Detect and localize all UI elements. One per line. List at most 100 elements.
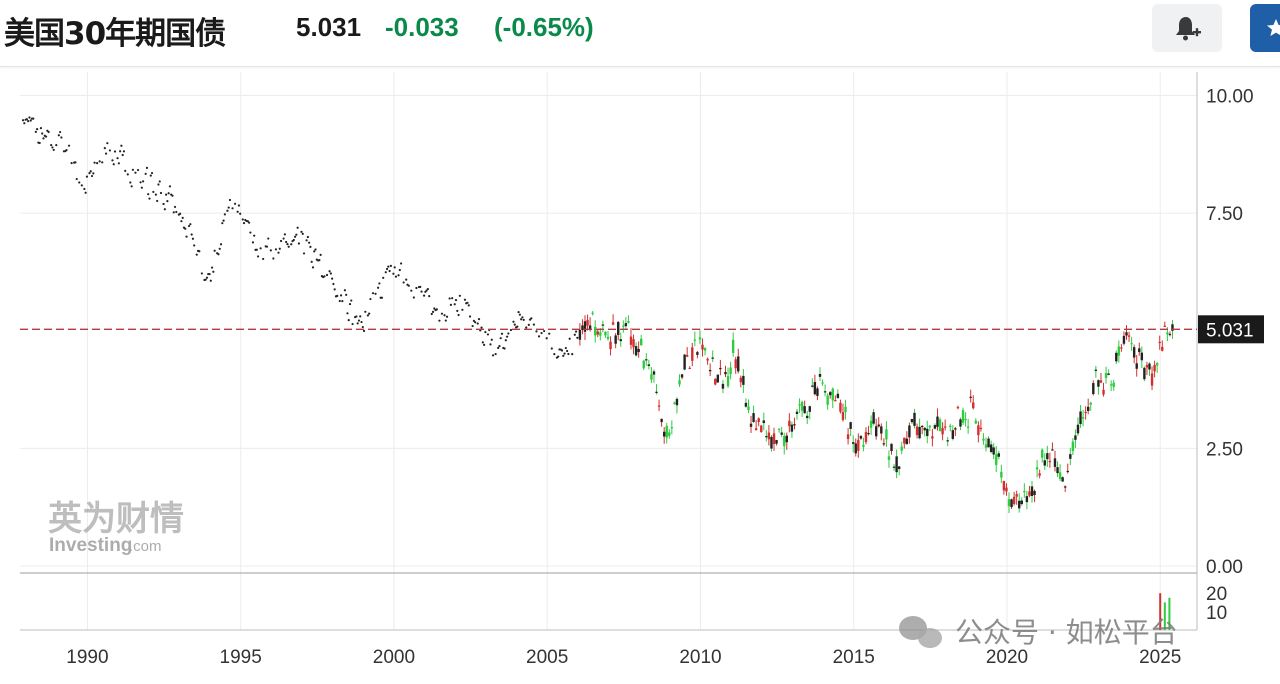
data-point <box>116 157 119 160</box>
candle-body <box>772 433 776 444</box>
data-point <box>562 354 565 357</box>
data-point <box>521 316 524 319</box>
candle-body <box>1115 352 1118 362</box>
data-point <box>67 144 71 147</box>
wechat-watermark-text: 公众号 · 如松平台 <box>955 616 1178 649</box>
data-point <box>491 354 495 357</box>
data-point <box>295 233 298 236</box>
candle-body <box>969 396 972 398</box>
candle-body <box>752 413 755 422</box>
data-point <box>318 259 321 262</box>
candle-body <box>1071 441 1075 452</box>
data-point <box>311 266 315 269</box>
data-point <box>530 317 533 320</box>
candle-body <box>678 380 681 385</box>
y-tick-label: 7.50 <box>1206 204 1243 225</box>
data-point <box>339 294 343 297</box>
data-point <box>256 255 260 258</box>
candle-body <box>949 425 952 427</box>
candle-body <box>683 354 686 370</box>
data-point <box>129 181 132 184</box>
candle-body <box>642 360 645 369</box>
candle-body <box>1086 406 1090 411</box>
candle-body <box>1010 499 1013 508</box>
data-point <box>96 162 99 165</box>
candle-body <box>1038 473 1041 476</box>
candle-body <box>859 435 863 439</box>
data-point <box>219 243 223 246</box>
candle-body <box>1043 460 1046 466</box>
data-point <box>185 235 188 238</box>
candle-body <box>1053 458 1057 467</box>
data-point <box>453 303 456 306</box>
data-point <box>213 249 216 252</box>
data-point <box>300 230 303 233</box>
data-point <box>139 181 142 184</box>
data-point <box>445 315 449 318</box>
candle-body <box>816 388 819 396</box>
add-to-watchlist-button[interactable] <box>1250 4 1280 52</box>
data-point <box>70 161 73 165</box>
candle-body <box>857 439 860 451</box>
candle-body <box>823 391 827 393</box>
candle-body <box>1104 373 1108 378</box>
candle-body <box>637 348 640 353</box>
candle-body <box>1143 367 1146 380</box>
candle-body <box>836 393 840 399</box>
candle-body <box>869 420 873 428</box>
candle-body <box>601 324 605 326</box>
data-point <box>145 166 149 169</box>
data-point <box>171 194 174 197</box>
data-point <box>80 184 83 187</box>
candle-body <box>1132 347 1136 358</box>
candle-body <box>872 412 875 424</box>
candle-body <box>839 402 842 412</box>
data-point <box>557 355 560 358</box>
data-point <box>189 223 192 226</box>
data-point <box>269 249 272 252</box>
data-point <box>272 257 275 260</box>
data-point <box>451 297 454 300</box>
data-point <box>325 273 329 277</box>
candle-body <box>1005 487 1008 492</box>
volume-bar <box>1163 602 1166 630</box>
data-point <box>152 190 155 194</box>
data-point <box>65 149 68 152</box>
candle-body <box>737 356 740 372</box>
candle-body <box>650 374 653 380</box>
data-point <box>323 275 326 278</box>
data-point <box>522 318 525 321</box>
candle-body <box>586 319 589 326</box>
data-point <box>576 336 579 339</box>
x-tick-label: 2025 <box>1139 647 1181 668</box>
data-point <box>121 153 124 157</box>
data-point <box>308 241 311 244</box>
data-point <box>44 135 48 138</box>
candle-body <box>895 456 898 473</box>
data-point <box>313 250 316 253</box>
data-point <box>302 252 306 255</box>
candle-body <box>951 430 955 439</box>
candle-body <box>923 427 926 431</box>
data-point <box>36 128 39 131</box>
data-point <box>343 289 347 292</box>
data-point <box>279 239 283 243</box>
data-point <box>290 243 293 246</box>
candle-body <box>982 438 985 441</box>
data-point <box>39 127 43 130</box>
data-point <box>419 285 422 288</box>
data-point <box>101 161 104 164</box>
y-tick-label: 0.00 <box>1206 557 1243 578</box>
create-alert-button[interactable] <box>1152 4 1222 52</box>
data-point <box>384 271 387 274</box>
data-point <box>532 323 536 326</box>
data-point <box>457 313 460 317</box>
data-point <box>111 159 114 162</box>
data-point <box>47 130 50 134</box>
data-point <box>85 175 89 178</box>
candle-body <box>1061 477 1064 482</box>
candle-body <box>1092 383 1095 395</box>
candle-body <box>754 428 758 431</box>
instrument-title: 美国30年期国债 <box>4 16 226 52</box>
